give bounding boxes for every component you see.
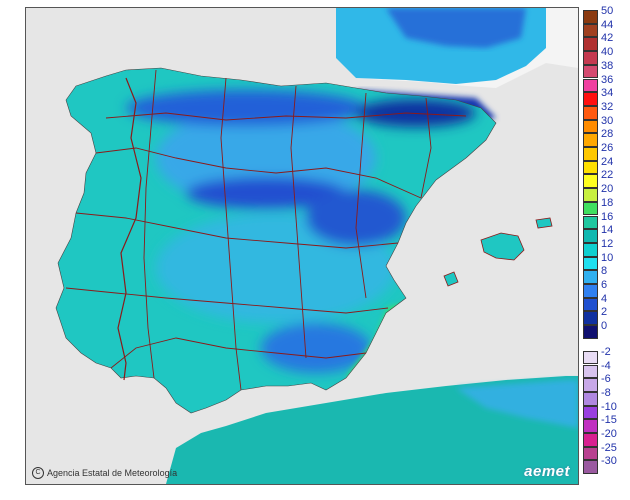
legend-negative-swatch <box>583 446 598 461</box>
cantabrian-cold <box>126 90 366 126</box>
temperature-legend: 50 44 42 40 38 36 34 32 30 28 26 24 22 20 18 16 14 12 10 8 6… <box>583 6 627 490</box>
legend-positive-label: 40 <box>601 46 614 59</box>
central-range-cold <box>186 177 346 209</box>
legend-positive-swatch <box>583 311 598 326</box>
legend-positive-swatch <box>583 270 598 284</box>
legend-positive-swatch <box>583 242 598 257</box>
legend-positive-swatch <box>583 51 598 65</box>
legend-positive-label: 44 <box>601 18 614 31</box>
legend-positive-swatch <box>583 92 598 106</box>
legend-positive-swatch <box>583 256 598 271</box>
legend-positive-label: 4 <box>601 292 608 305</box>
legend-positive-swatch <box>583 188 598 202</box>
legend-positive-swatch <box>583 23 598 38</box>
legend-negative-label: -8 <box>601 386 611 399</box>
legend-positive-label: 22 <box>601 169 614 182</box>
legend-positive-label: 12 <box>601 237 614 250</box>
temperature-map: C Agencia Estatal de Meteorología aemet <box>25 7 579 485</box>
legend-negative-swatch <box>583 391 598 406</box>
legend-positive-label: 14 <box>601 224 614 237</box>
legend-negative-label: -25 <box>601 441 617 454</box>
legend-negative-label: -2 <box>601 345 611 358</box>
legend-positive-label: 6 <box>601 279 608 291</box>
ibiza <box>443 271 459 287</box>
legend-positive-swatch <box>583 119 598 134</box>
legend-positive-label: 16 <box>601 210 614 223</box>
legend-negative-label: -30 <box>601 455 617 468</box>
legend-positive-label: 42 <box>601 32 614 45</box>
legend-positive-swatch <box>583 297 598 312</box>
legend-negative-swatch <box>583 350 598 365</box>
province-borders <box>65 69 467 391</box>
legend-positive-swatch <box>583 201 598 216</box>
legend-negative-label: -10 <box>601 400 617 413</box>
legend-positive-label: 10 <box>601 251 614 264</box>
credit-line: C Agencia Estatal de Meteorología <box>32 467 177 479</box>
spain-portugal-border <box>117 77 142 381</box>
france-cold <box>386 8 526 48</box>
legend-positive-label: 30 <box>601 114 614 127</box>
legend-negative-swatch <box>583 378 598 392</box>
legend-negative-label: -20 <box>601 428 617 440</box>
africa-cold <box>456 380 578 428</box>
legend-negative-swatch <box>583 405 598 420</box>
legend-positive-label: 20 <box>601 183 614 196</box>
legend-positive-swatch <box>583 174 598 189</box>
legend-negative-swatch <box>583 419 598 433</box>
legend-positive-label: 34 <box>601 87 614 100</box>
legend-negative-swatch <box>583 364 598 379</box>
aemet-logo: aemet <box>524 463 570 480</box>
legend-positive-label: 28 <box>601 128 614 141</box>
africa-area <box>166 376 578 484</box>
legend-negative-swatch <box>583 433 598 447</box>
iberian-range-cold <box>306 190 406 246</box>
legend-positive-swatch <box>583 64 598 79</box>
mallorca <box>480 232 525 261</box>
legend-positive-label: 24 <box>601 155 614 168</box>
legend-positive-swatch <box>583 133 598 147</box>
legend-positive-swatch <box>583 229 598 243</box>
legend-positive-label: 8 <box>601 265 608 278</box>
betic-cold <box>261 323 371 373</box>
legend-positive-label: 32 <box>601 100 614 113</box>
legend-positive-label: 2 <box>601 306 608 319</box>
legend-positive-label: 26 <box>601 142 614 154</box>
legend-positive-swatch <box>583 37 598 52</box>
legend-positive-label: 18 <box>601 196 614 209</box>
credit-text: Agencia Estatal de Meteorología <box>47 468 178 478</box>
coastline <box>55 67 497 414</box>
legend-positive-swatch <box>583 78 598 93</box>
legend-positive-swatch <box>583 284 598 298</box>
legend-positive-label: 38 <box>601 59 614 72</box>
legend-positive-swatch <box>583 147 598 161</box>
legend-negative-label: -4 <box>601 359 611 372</box>
legend-negative-swatch <box>583 460 598 475</box>
legend-negative-label: -6 <box>601 373 611 386</box>
copyright-icon: C <box>32 467 44 479</box>
legend-negative-label: -15 <box>601 414 617 427</box>
legend-positive-label: 0 <box>601 320 608 333</box>
legend-positive-swatch <box>583 10 598 24</box>
map-canvas <box>26 8 578 484</box>
legend-positive-label: 50 <box>601 5 614 17</box>
pyrenean-deep <box>356 99 476 127</box>
menorca <box>535 217 553 229</box>
legend-positive-swatch <box>583 105 598 120</box>
legend-positive-swatch <box>583 160 598 175</box>
legend-positive-swatch <box>583 325 598 339</box>
legend-positive-label: 36 <box>601 73 614 86</box>
legend-positive-swatch <box>583 215 598 230</box>
